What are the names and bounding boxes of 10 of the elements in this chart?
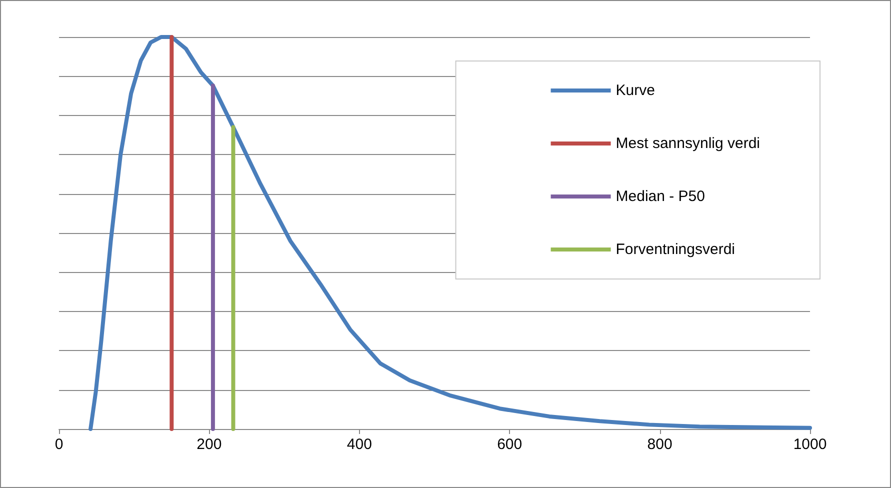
legend-label: Forventningsverdi xyxy=(616,241,736,258)
x-tick-label: 0 xyxy=(54,436,64,453)
x-tick-label: 800 xyxy=(647,436,672,453)
legend-label: Kurve xyxy=(616,82,655,99)
x-tick-label: 400 xyxy=(346,436,372,453)
x-tick-label: 600 xyxy=(497,436,522,453)
legend-label: Median - P50 xyxy=(616,188,705,205)
x-tick-label: 1000 xyxy=(793,436,827,453)
x-tick-label: 200 xyxy=(196,436,222,453)
legend-label: Mest sannsynlig verdi xyxy=(616,135,760,152)
